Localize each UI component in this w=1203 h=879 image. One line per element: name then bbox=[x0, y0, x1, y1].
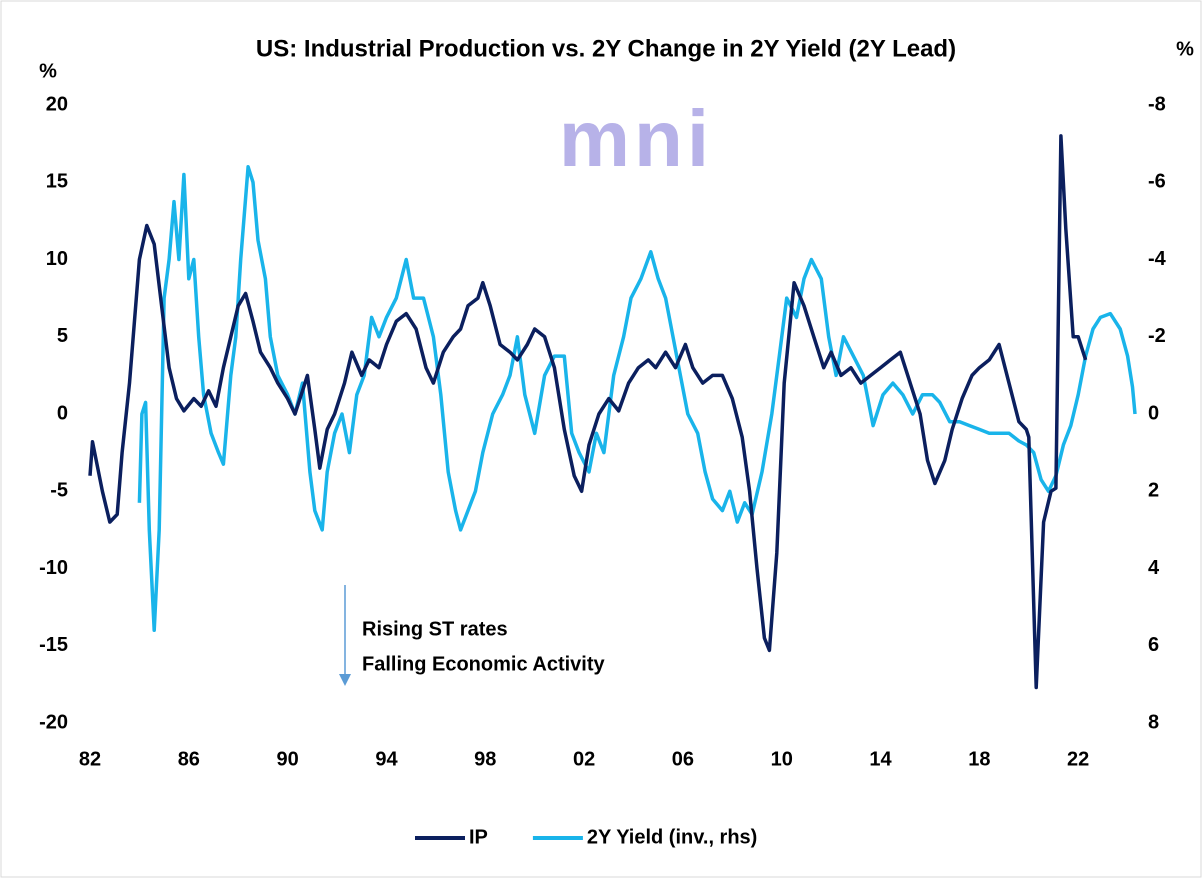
annotation-arrowhead bbox=[339, 674, 351, 686]
annotation: Falling Economic Activity bbox=[362, 653, 606, 675]
legend-label: 2Y Yield (inv., rhs) bbox=[587, 826, 757, 848]
series-line bbox=[137, 165, 1137, 633]
y-tick-label: 10 bbox=[46, 248, 68, 270]
y2-tick-label: 4 bbox=[1148, 557, 1160, 579]
y-tick-label: -5 bbox=[50, 480, 68, 502]
x-tick-label: 18 bbox=[968, 748, 990, 770]
x-tick-label: 10 bbox=[771, 748, 793, 770]
x-tick-label: 82 bbox=[79, 748, 101, 770]
legend-label: IP bbox=[469, 826, 488, 848]
x-tick-label: 02 bbox=[573, 748, 595, 770]
x-tick-label: 22 bbox=[1067, 748, 1089, 770]
y2-tick-label: 0 bbox=[1148, 402, 1159, 424]
y-tick-label: -15 bbox=[39, 634, 68, 656]
y2-tick-label: -4 bbox=[1148, 248, 1167, 270]
x-tick-label: 86 bbox=[178, 748, 200, 770]
x-tick-label: 90 bbox=[277, 748, 299, 770]
y-tick-label: -20 bbox=[39, 711, 68, 733]
y-tick-label: 5 bbox=[57, 325, 68, 347]
y-tick-label: 15 bbox=[46, 171, 68, 193]
x-tick-label: 98 bbox=[474, 748, 496, 770]
y2-tick-label: 6 bbox=[1148, 634, 1159, 656]
y-axis-label: % bbox=[39, 60, 57, 82]
x-tick-label: 94 bbox=[375, 748, 398, 770]
y2-tick-label: -8 bbox=[1148, 93, 1166, 115]
x-tick-label: 06 bbox=[672, 748, 694, 770]
y-tick-label: 0 bbox=[57, 402, 68, 424]
chart-title: US: Industrial Production vs. 2Y Change … bbox=[256, 35, 956, 62]
y2-tick-label: -2 bbox=[1148, 325, 1166, 347]
series-line bbox=[88, 134, 1088, 690]
y2-tick-label: -6 bbox=[1148, 171, 1166, 193]
y2-tick-label: 2 bbox=[1148, 480, 1159, 502]
y2-axis-label: % bbox=[1176, 38, 1194, 60]
annotation: Rising ST rates bbox=[362, 618, 508, 640]
y-tick-label: -10 bbox=[39, 557, 68, 579]
y-tick-label: 20 bbox=[46, 93, 68, 115]
x-tick-label: 14 bbox=[869, 748, 892, 770]
watermark: mni bbox=[559, 94, 713, 183]
y2-tick-label: 8 bbox=[1148, 711, 1159, 733]
